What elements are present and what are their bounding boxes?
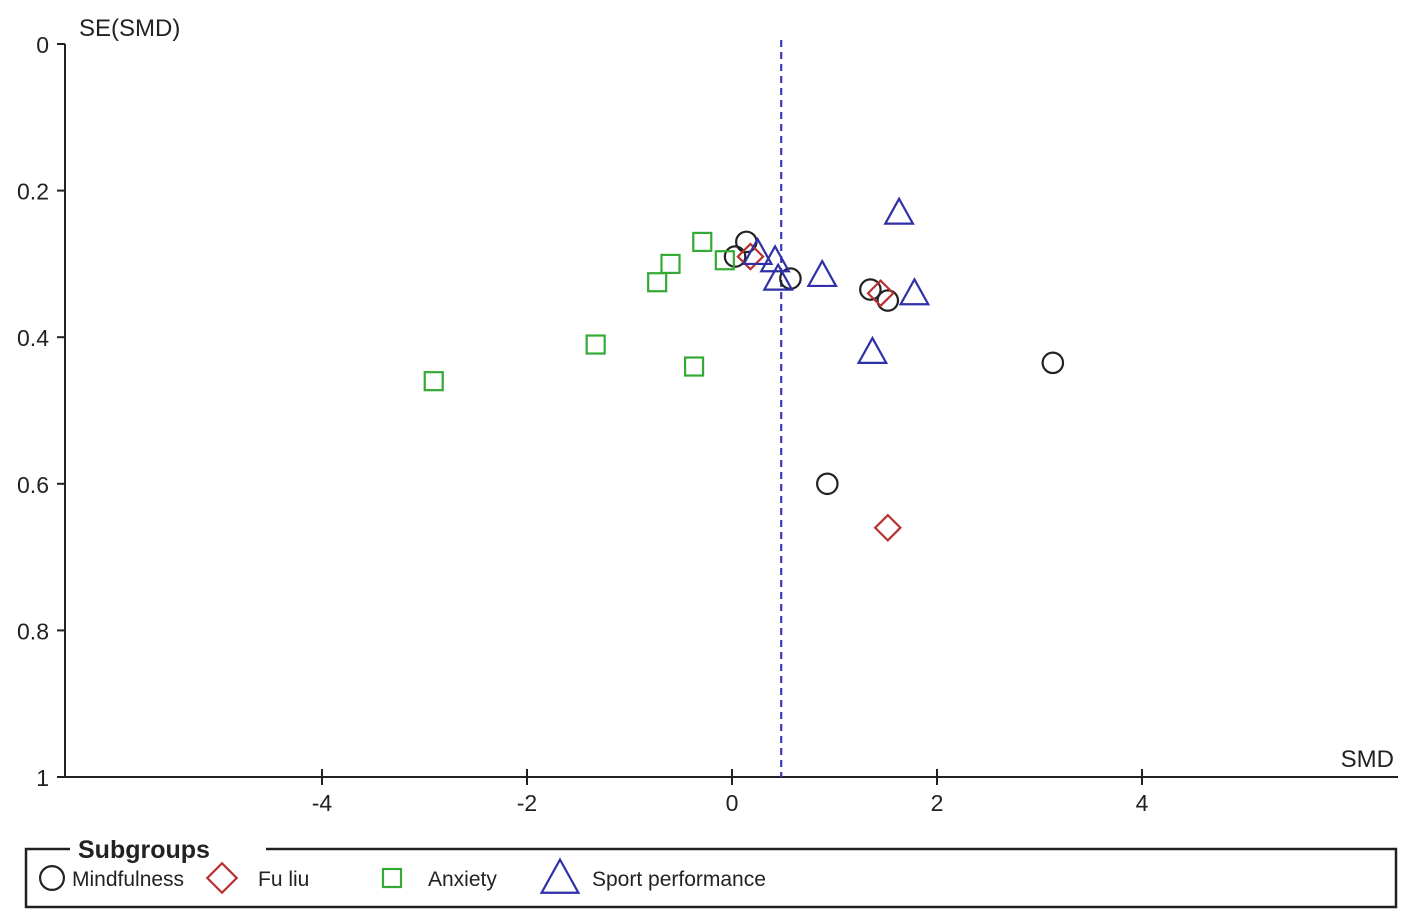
legend-title-bg (70, 835, 266, 861)
marks-group (423, 196, 1065, 542)
x-tick-label: 0 (726, 790, 739, 816)
y-tick-label: 0.8 (17, 618, 49, 644)
legend-label-sport-performance: Sport performance (592, 868, 766, 891)
sport-performance-point (856, 335, 889, 364)
fu-liu-point (873, 513, 902, 542)
anxiety-point (647, 272, 668, 293)
anxiety-point (585, 334, 606, 355)
x-tick-label: 4 (1136, 790, 1149, 816)
anxiety-point (714, 250, 735, 271)
sport-performance-point (898, 277, 931, 306)
sport-performance-point (759, 244, 791, 273)
legend-title: Subgroups (78, 836, 210, 864)
legend-entry-sport-performance: Sport performance (539, 857, 766, 894)
x-axis-title: SMD (1341, 746, 1394, 773)
y-tick-label: 0.2 (17, 179, 49, 205)
x-tick-label: 2 (931, 790, 944, 816)
legend-label-fu-liu: Fu liu (258, 868, 309, 891)
fu-liu-point (736, 242, 765, 271)
fu-liu-point (866, 279, 895, 308)
series-sport-performance (741, 196, 931, 364)
y-axis-title: SE(SMD) (79, 15, 180, 42)
anxiety-point (660, 253, 681, 274)
legend-entry-anxiety: Anxiety (381, 867, 497, 891)
y-tick-label: 0.4 (17, 325, 49, 351)
mindfulness-point (876, 289, 900, 312)
x-tick-label: -4 (312, 790, 333, 816)
legend-entry-fu-liu: Fu liu (205, 861, 309, 895)
legend-marker-anxiety (381, 867, 403, 889)
legend-box (24, 847, 1398, 909)
legend-label-mindfulness: Mindfulness (72, 868, 184, 891)
y-tick-label: 1 (36, 765, 49, 791)
axes-group: 0 0.2 0.4 0.6 0.8 1 -4 -2 0 2 4 SE(SMD) SMD (17, 15, 1398, 816)
legend-marker-fu-liu (205, 861, 239, 895)
mindfulness-point (816, 472, 839, 496)
legend-label-anxiety: Anxiety (428, 868, 497, 891)
y-tick-label: 0 (36, 32, 49, 58)
legend-marker-mindfulness (38, 864, 65, 891)
mindfulness-point (723, 245, 747, 268)
legend: Subgroups Mindfulness Fu liu Anxiety Sport p… (24, 835, 1398, 909)
legend-marker-sport-performance (539, 857, 581, 894)
sport-performance-point (883, 196, 915, 225)
mindfulness-point (1041, 351, 1065, 375)
sport-performance-point (741, 236, 774, 266)
y-tick-label: 0.6 (17, 472, 49, 498)
anxiety-point (692, 231, 713, 253)
sport-performance-point (806, 258, 838, 288)
anxiety-point (683, 356, 705, 377)
x-tick-label: -2 (517, 790, 537, 816)
anxiety-point (423, 371, 444, 392)
mindfulness-point (859, 278, 882, 301)
legend-entry-mindfulness: Mindfulness (38, 864, 184, 891)
series-anxiety (423, 231, 735, 392)
series-fu-liu (736, 242, 902, 542)
sport-performance-point (762, 262, 794, 291)
